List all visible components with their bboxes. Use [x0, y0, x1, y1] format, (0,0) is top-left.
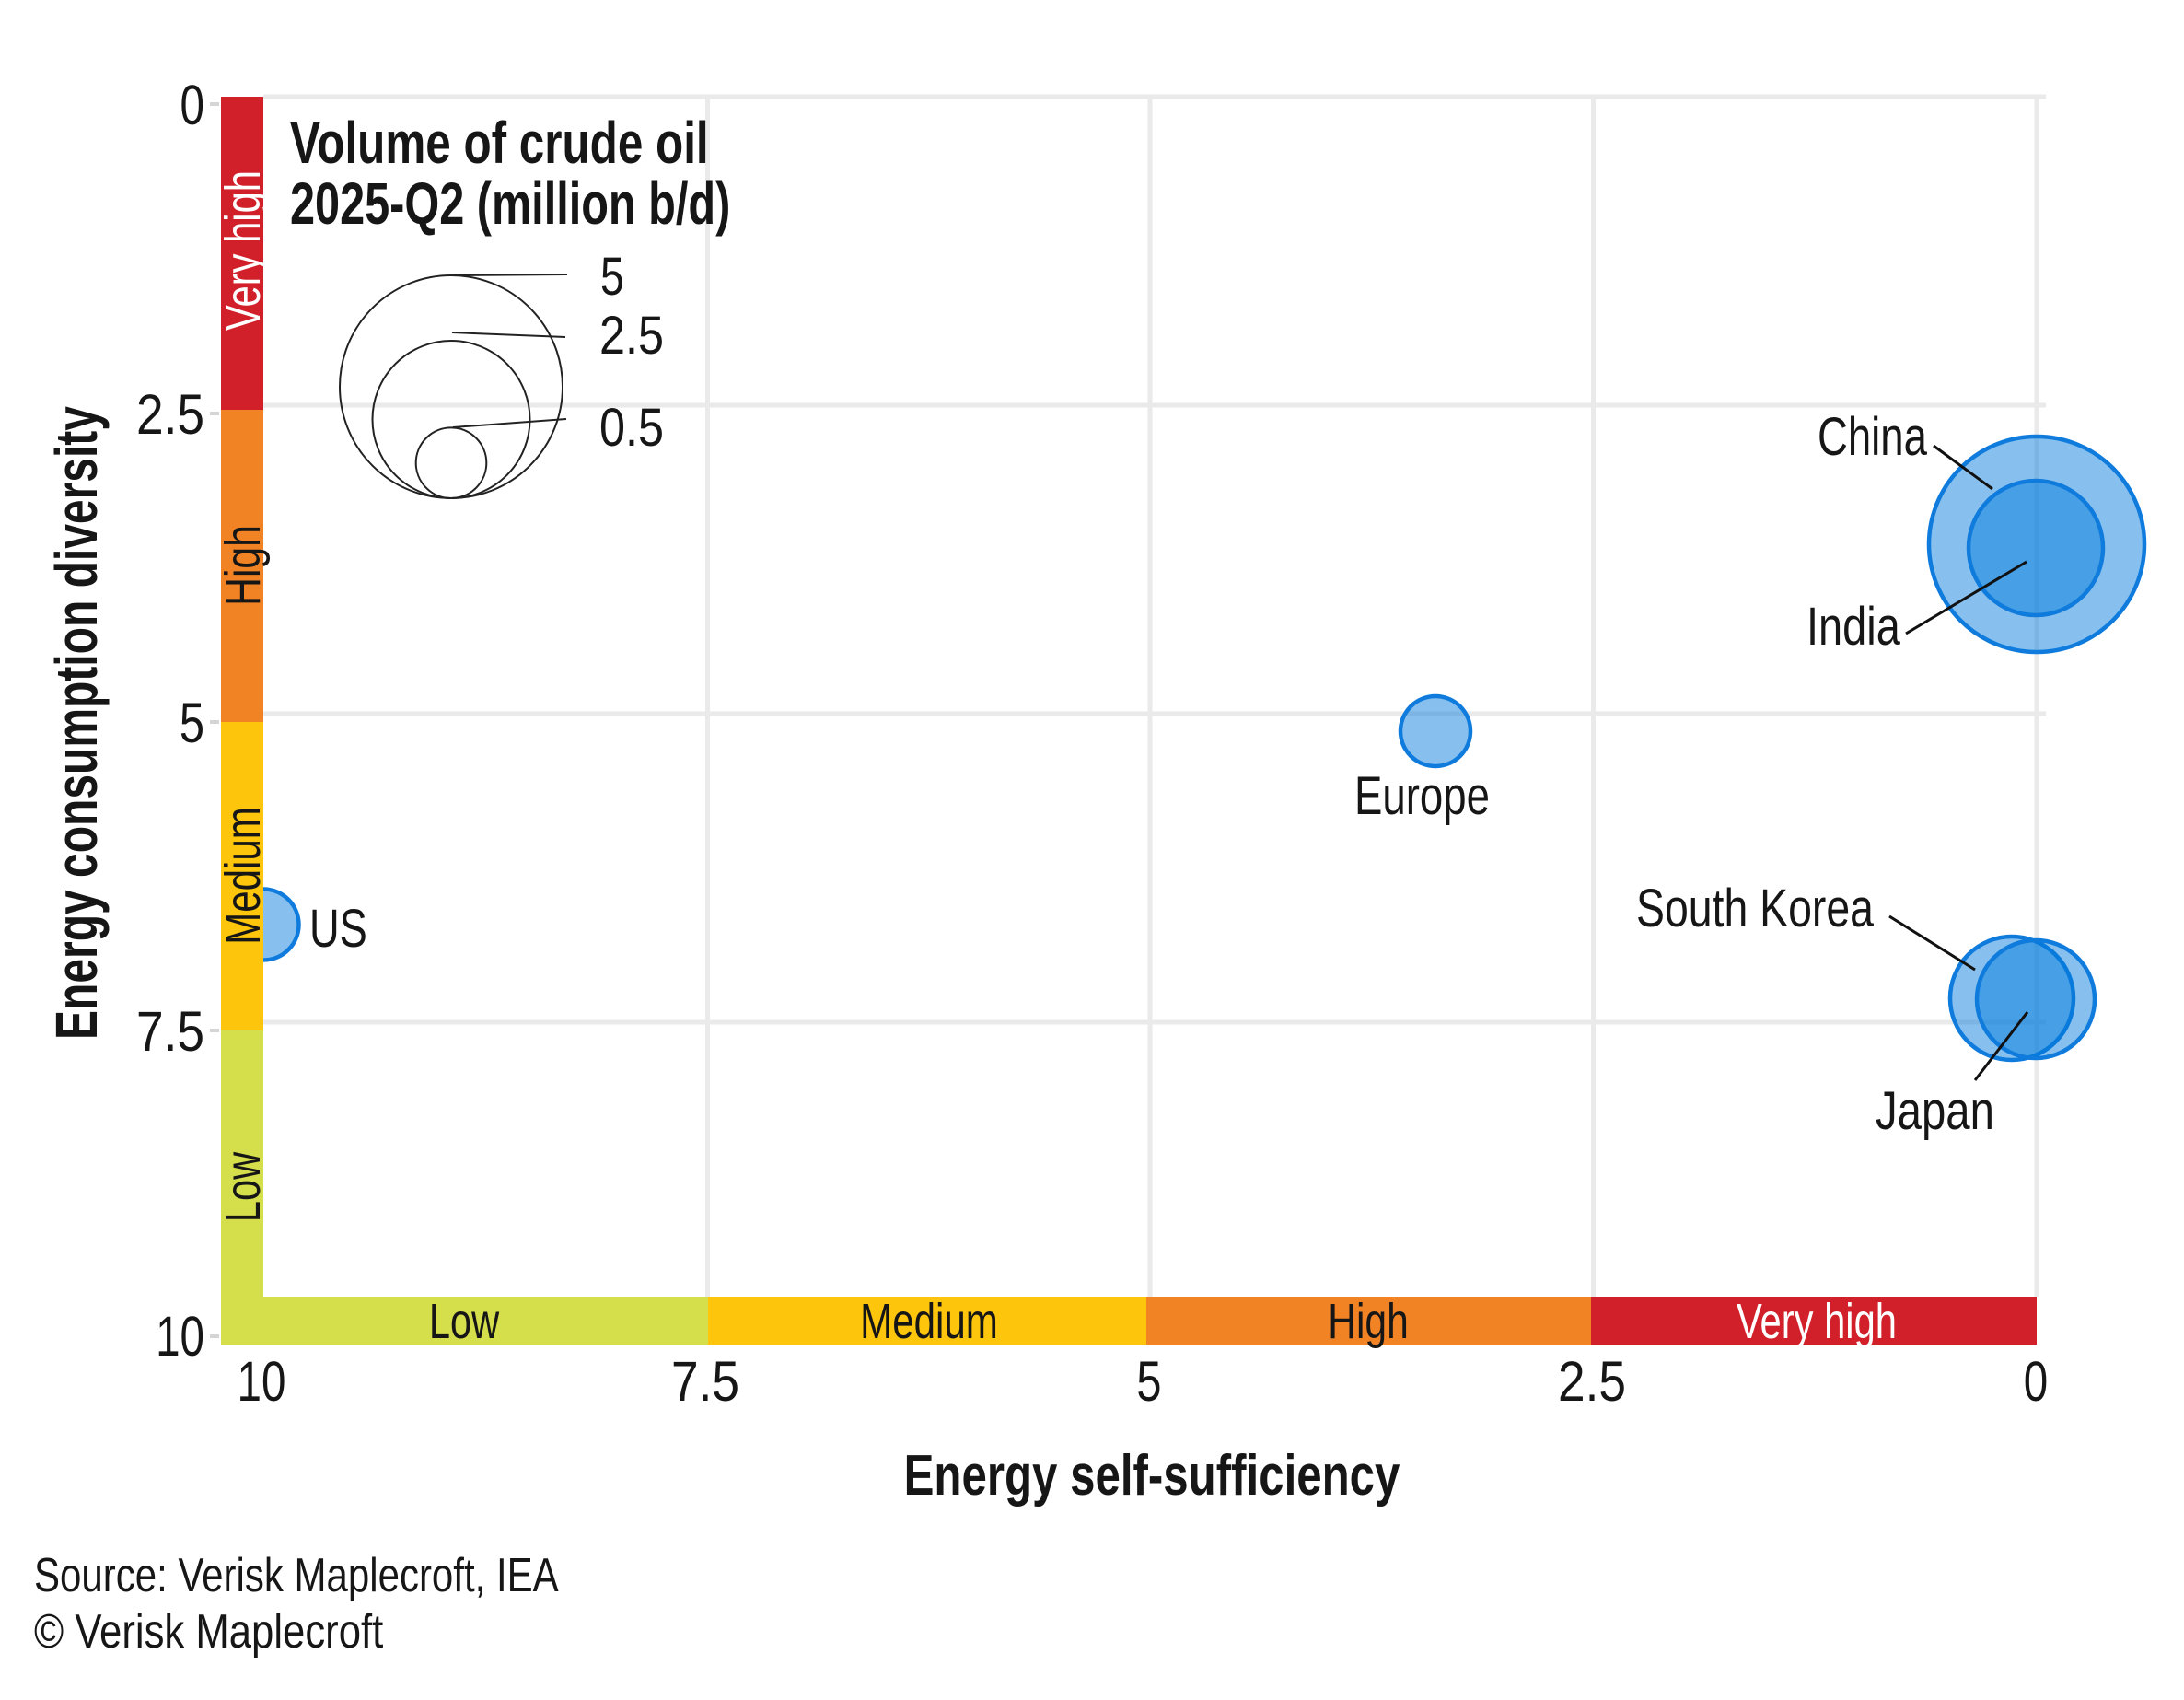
- svg-text:5: 5: [600, 247, 624, 307]
- svg-text:© Verisk Maplecroft: © Verisk Maplecroft: [34, 1606, 383, 1659]
- svg-text:Source: Verisk Maplecroft, IEA: Source: Verisk Maplecroft, IEA: [34, 1549, 559, 1602]
- svg-text:2.5: 2.5: [1558, 1351, 1626, 1414]
- svg-text:Low: Low: [215, 1152, 272, 1222]
- svg-text:0: 0: [180, 73, 204, 136]
- svg-text:7.5: 7.5: [136, 1001, 204, 1064]
- svg-text:5: 5: [1136, 1350, 1161, 1413]
- svg-text:Energy self-sufficiency: Energy self-sufficiency: [904, 1443, 1400, 1508]
- svg-text:0: 0: [2024, 1349, 2048, 1413]
- svg-text:Energy consumption diversity: Energy consumption diversity: [43, 406, 109, 1040]
- svg-text:5: 5: [180, 692, 204, 754]
- svg-text:South Korea: South Korea: [1636, 879, 1875, 938]
- svg-text:2.5: 2.5: [136, 384, 204, 447]
- svg-text:0.5: 0.5: [599, 398, 664, 458]
- svg-text:US: US: [309, 900, 367, 960]
- svg-text:2025-Q2 (million b/d): 2025-Q2 (million b/d): [290, 172, 730, 238]
- svg-text:India: India: [1806, 597, 1900, 657]
- svg-text:2.5: 2.5: [599, 306, 664, 366]
- svg-text:Very high: Very high: [215, 170, 271, 331]
- svg-text:Medium: Medium: [860, 1294, 998, 1349]
- svg-text:Volume of crude oil: Volume of crude oil: [290, 111, 709, 177]
- svg-text:Europe: Europe: [1354, 767, 1490, 826]
- svg-text:Very high: Very high: [1737, 1294, 1897, 1349]
- svg-text:10: 10: [156, 1304, 204, 1368]
- svg-text:China: China: [1818, 408, 1927, 468]
- svg-text:High: High: [1328, 1294, 1409, 1349]
- svg-text:Medium: Medium: [215, 807, 271, 945]
- svg-text:Low: Low: [429, 1294, 499, 1350]
- svg-text:High: High: [215, 525, 271, 606]
- svg-text:Japan: Japan: [1876, 1082, 1994, 1142]
- svg-text:10: 10: [238, 1349, 286, 1413]
- svg-text:7.5: 7.5: [671, 1351, 739, 1414]
